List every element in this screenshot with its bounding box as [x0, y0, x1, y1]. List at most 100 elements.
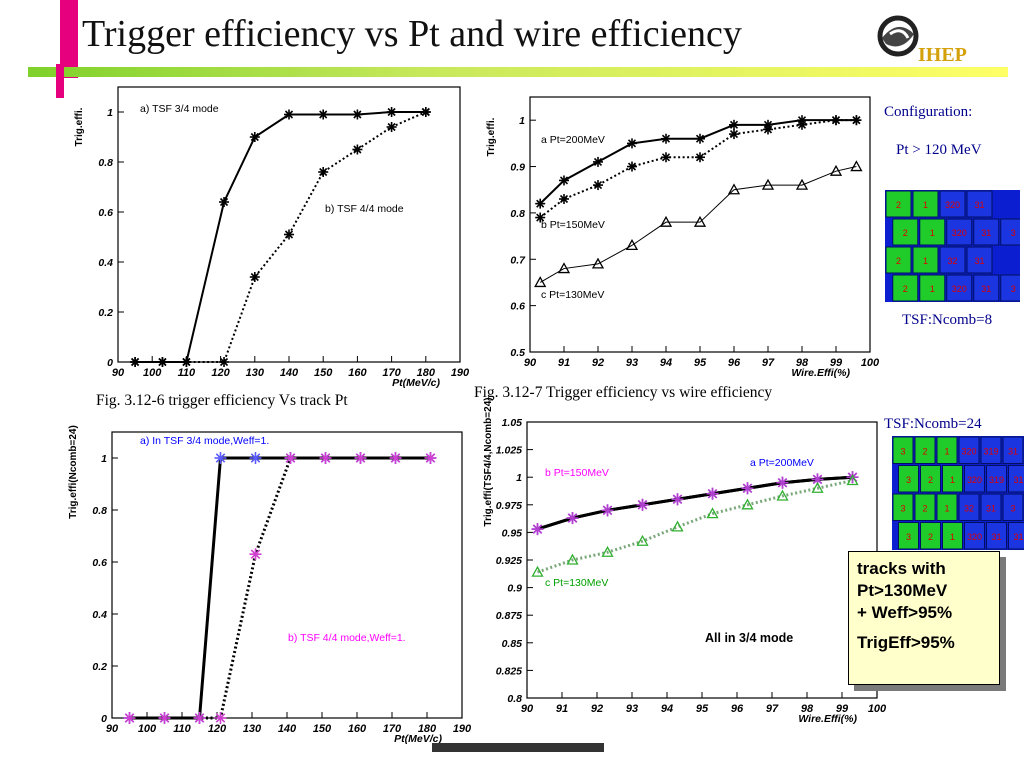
data-point [249, 452, 262, 464]
tsf-cell [942, 465, 963, 493]
y-tick-label: 0.6 [92, 557, 107, 569]
data-point [741, 498, 754, 510]
data-point [693, 215, 707, 227]
data-point [535, 212, 546, 223]
tsf-cell [912, 246, 939, 274]
series-line [129, 456, 431, 720]
tsf-cell [892, 218, 919, 246]
data-point [123, 712, 136, 724]
x-tick-label: 180 [417, 367, 436, 379]
data-point [352, 144, 363, 155]
chart-trig-eff-vs-pt-bottom: 90 100 110 120 130 140 150 160 170 180 190 0 0.2 0.4 0… [68, 425, 472, 745]
y-tick-label: 0.9 [507, 583, 522, 595]
x-axis-label: Wire.Effi(%) [791, 367, 850, 379]
tsf-cell-label: 3 [900, 503, 905, 513]
x-tick-label: 97 [762, 357, 775, 369]
tsf-cell-label: 319 [983, 446, 998, 456]
series-label: b) TSF 4/4 mode [325, 203, 404, 215]
tsf-cell [964, 465, 985, 493]
y-tick-label: 1.05 [502, 417, 523, 429]
data-point [625, 239, 639, 251]
data-point [729, 129, 739, 140]
tsf-cell-label: 2 [896, 200, 901, 210]
title-accent-bar [60, 0, 78, 78]
data-point [249, 548, 262, 561]
tsf-cell [980, 436, 1002, 464]
tsf-cell-label: 31 [1013, 532, 1023, 542]
data-point [763, 124, 773, 135]
tsf-cell [1008, 465, 1024, 493]
y-tick-label: 0.8 [98, 157, 113, 169]
tsf-cell [936, 493, 958, 521]
x-tick-label: 170 [383, 723, 402, 735]
x-tick-label: 99 [836, 703, 849, 715]
chart-trig-eff-vs-weff-top: 90 91 92 93 94 95 96 97 98 99 100 0.5 0.6 0.7 0.8 0.9 1 W… [486, 96, 880, 379]
y-tick-label: 1 [516, 472, 522, 484]
tsf-cell-label: 31 [986, 503, 996, 513]
x-tick-label: 170 [382, 367, 401, 379]
tsf-cell-label: 320 [967, 532, 982, 542]
tsf-cell [966, 246, 993, 274]
data-point [636, 534, 649, 546]
data-point [284, 109, 294, 120]
data-point [424, 452, 437, 464]
caption-fig-3-12-7: Fig. 3.12-7 Trigger efficiency vs wire e… [474, 384, 773, 401]
tsf-ncomb24-diagram: 3 2 1 320 319 31 3 2 1 320 319 31 3 2 1 32 31 3 3 2 1 320 31 31 [892, 436, 1024, 550]
y-tick-label: 0.8 [510, 208, 525, 220]
data-point [661, 133, 671, 144]
title-underline-green [28, 67, 1008, 77]
tsf-cell [1000, 274, 1024, 302]
y-axis-label: Trig.effi(TSF4/4,Ncomb=24) [483, 397, 494, 526]
data-point [319, 452, 332, 464]
data-point [534, 276, 547, 288]
x-tick-label: 92 [591, 703, 603, 715]
x-tick-label: 99 [830, 357, 843, 369]
tsf-cell-label: 2 [922, 503, 927, 513]
tsf-cell-label: 320 [945, 200, 960, 210]
series-label: a) TSF 3/4 mode [140, 103, 219, 115]
tsf-cell [914, 436, 936, 464]
chart-trig-eff-vs-weff-bottom: 90 91 92 93 94 95 96 97 98 99 100 0.8 0.825 0.85 0.875… [483, 397, 887, 725]
data-point [284, 452, 297, 464]
x-tick-label: 92 [592, 357, 604, 369]
data-point [601, 545, 614, 557]
data-point [729, 119, 739, 130]
x-tick-label: 130 [246, 367, 265, 379]
x-tick-label: 93 [626, 357, 638, 369]
x-tick-label: 93 [626, 703, 638, 715]
footer-bar [432, 743, 604, 752]
x-tick-label: 97 [766, 703, 779, 715]
tsf-cell-label: 31 [981, 228, 991, 238]
series-label: b Pt=150MeV [541, 219, 605, 231]
tsf-cell-label: 1 [923, 200, 928, 210]
tsf-cell [1002, 493, 1024, 521]
tsf-cell [939, 190, 966, 218]
data-point [352, 109, 363, 120]
tsf-cell [973, 218, 1000, 246]
y-tick-label: 0 [101, 713, 107, 725]
x-tick-label: 90 [106, 723, 119, 735]
y-tick-label: 0.2 [92, 661, 107, 673]
tsf-cell [919, 218, 946, 246]
tsf-cell-label: 1 [950, 532, 955, 542]
y-tick-label: 0.6 [510, 301, 525, 313]
series-line [539, 119, 857, 219]
title-underline-magenta [56, 64, 64, 98]
tsf-cell-label: 1 [930, 284, 935, 294]
y-tick-label: 0.875 [496, 610, 522, 622]
data-point [559, 194, 569, 204]
tsf-cell [980, 493, 1002, 521]
logo-text: IHEP [918, 44, 967, 66]
data-point [831, 115, 841, 126]
tsf-cell-label: 1 [930, 228, 935, 238]
data-point [671, 493, 684, 506]
x-tick-label: 94 [661, 703, 673, 715]
tsf-cell [898, 465, 919, 493]
series-label: b Pt=150MeV [545, 467, 609, 479]
tsf-cell [892, 436, 914, 464]
series-label: b) TSF 4/4 mode,Weff=1. [288, 632, 406, 644]
series-line [539, 166, 857, 283]
x-tick-label: 96 [731, 703, 744, 715]
tsf-cell-label: 31 [1013, 475, 1023, 485]
